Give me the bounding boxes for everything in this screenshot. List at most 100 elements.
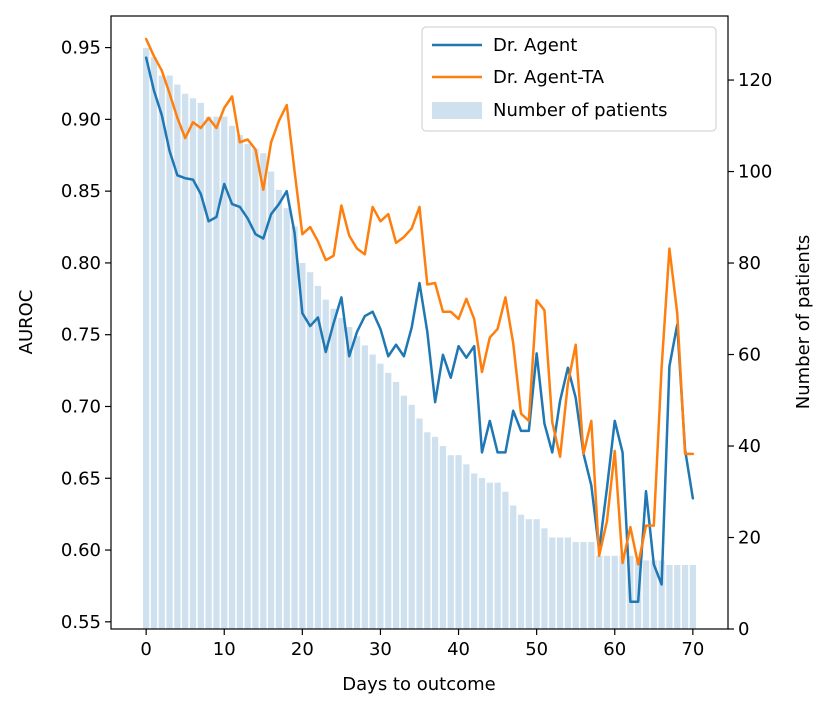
x-tick-label: 60 bbox=[603, 639, 626, 660]
patient-bar bbox=[549, 537, 556, 629]
x-tick-label: 20 bbox=[291, 639, 314, 660]
legend-box bbox=[421, 26, 717, 132]
patient-bar bbox=[471, 473, 478, 629]
patient-bar bbox=[478, 478, 486, 629]
patient-bar bbox=[525, 519, 532, 629]
patient-bar bbox=[275, 189, 283, 629]
patient-bar bbox=[439, 446, 447, 629]
y-tick-label: 0.95 bbox=[61, 38, 101, 59]
patient-bar bbox=[666, 564, 673, 629]
patient-bar bbox=[205, 116, 212, 630]
patient-bar bbox=[431, 436, 439, 629]
patient-bar bbox=[463, 464, 470, 629]
patient-bar bbox=[330, 308, 337, 629]
patient-bar bbox=[556, 537, 564, 629]
patient-bar bbox=[267, 171, 275, 630]
y2-tick-label: 60 bbox=[738, 345, 761, 366]
patient-bar bbox=[392, 381, 400, 629]
x-tick-label: 40 bbox=[447, 639, 470, 660]
patient-bar bbox=[260, 153, 267, 629]
patient-bar bbox=[197, 102, 204, 629]
patient-bar bbox=[221, 116, 228, 630]
patient-bar bbox=[143, 48, 150, 629]
patient-bar bbox=[299, 263, 306, 629]
patient-bar bbox=[517, 514, 525, 629]
x-tick-label: 10 bbox=[213, 639, 236, 660]
y-tick-label: 0.60 bbox=[61, 540, 101, 561]
patient-bar bbox=[307, 272, 314, 629]
patient-bar bbox=[158, 75, 165, 629]
patient-bar bbox=[502, 491, 509, 629]
patient-bar bbox=[213, 116, 220, 630]
y-tick-label: 0.70 bbox=[61, 396, 101, 417]
patient-bar bbox=[377, 363, 384, 629]
y-tick-label: 0.65 bbox=[61, 468, 101, 489]
legend-label-dr-agent: Dr. Agent bbox=[493, 35, 577, 56]
patient-bar bbox=[236, 134, 243, 629]
patient-bar bbox=[353, 336, 361, 629]
y2-tick-label: 120 bbox=[738, 70, 772, 91]
patient-bar bbox=[564, 537, 572, 629]
x-tick-label: 50 bbox=[525, 639, 548, 660]
patient-bar bbox=[424, 432, 431, 629]
y2-tick-label: 100 bbox=[738, 162, 772, 183]
y-tick-label: 0.90 bbox=[61, 109, 101, 130]
legend: Dr. Agent Dr. Agent-TA Number of patient… bbox=[421, 26, 717, 132]
patient-bar bbox=[447, 455, 454, 629]
patient-bar bbox=[416, 418, 423, 629]
patient-bar bbox=[244, 144, 251, 630]
y2-tick-label: 0 bbox=[738, 619, 749, 640]
patient-bar bbox=[150, 57, 158, 630]
patient-bar bbox=[408, 404, 415, 629]
patient-bar bbox=[189, 98, 197, 630]
patient-bar bbox=[510, 505, 517, 629]
patient-bar bbox=[385, 372, 392, 629]
patient-bar bbox=[252, 148, 259, 629]
y2-tick-label: 40 bbox=[738, 436, 761, 457]
patient-count-bars bbox=[143, 48, 696, 630]
patient-bar bbox=[455, 455, 462, 629]
patient-bar bbox=[338, 317, 345, 629]
patient-bar bbox=[642, 560, 650, 629]
patient-bar bbox=[228, 125, 236, 629]
y2-axis-label: Number of patients bbox=[793, 235, 814, 410]
x-axis-ticks: 0 10 20 30 40 50 60 70 bbox=[140, 629, 704, 660]
x-tick-label: 0 bbox=[140, 639, 151, 660]
patient-bar bbox=[611, 555, 618, 629]
y2-tick-label: 80 bbox=[738, 253, 761, 274]
legend-label-dr-agent-ta: Dr. Agent-TA bbox=[493, 67, 605, 88]
patient-bar bbox=[674, 564, 681, 629]
y-axis-label: AUROC bbox=[16, 290, 37, 355]
patient-bar bbox=[572, 542, 579, 629]
patient-bar bbox=[291, 226, 298, 629]
plot-frame bbox=[110, 15, 729, 630]
patient-bar bbox=[369, 354, 376, 629]
x-axis-label: Days to outcome bbox=[342, 674, 495, 695]
patient-bar bbox=[533, 519, 540, 629]
patient-bar bbox=[588, 542, 595, 629]
series-line-dr-agent bbox=[144, 56, 695, 603]
patient-bar bbox=[174, 84, 181, 630]
patient-bar bbox=[346, 327, 353, 629]
y2-tick-label: 20 bbox=[738, 528, 761, 549]
patient-bar bbox=[541, 528, 548, 629]
patient-bar bbox=[314, 285, 322, 629]
patient-bar bbox=[322, 299, 329, 629]
patient-bar bbox=[619, 555, 626, 629]
patient-bar bbox=[494, 482, 501, 629]
y2-axis-ticks: 0 20 40 60 80 100 120 bbox=[728, 70, 772, 640]
patient-bar bbox=[486, 482, 493, 629]
x-tick-label: 30 bbox=[369, 639, 392, 660]
patient-bar bbox=[580, 542, 587, 629]
y-tick-label: 0.55 bbox=[61, 612, 101, 633]
patient-bar bbox=[596, 555, 603, 629]
patient-bar bbox=[689, 564, 696, 629]
y-tick-label: 0.75 bbox=[61, 325, 101, 346]
patient-bar bbox=[182, 93, 189, 629]
patient-bar bbox=[650, 560, 657, 629]
patient-bar bbox=[603, 555, 611, 629]
y-axis-ticks: 0.55 0.60 0.65 0.70 0.75 0.80 0.85 0.90 0.95 bbox=[61, 38, 111, 633]
patient-bar bbox=[283, 208, 290, 629]
patient-bar bbox=[361, 345, 368, 629]
